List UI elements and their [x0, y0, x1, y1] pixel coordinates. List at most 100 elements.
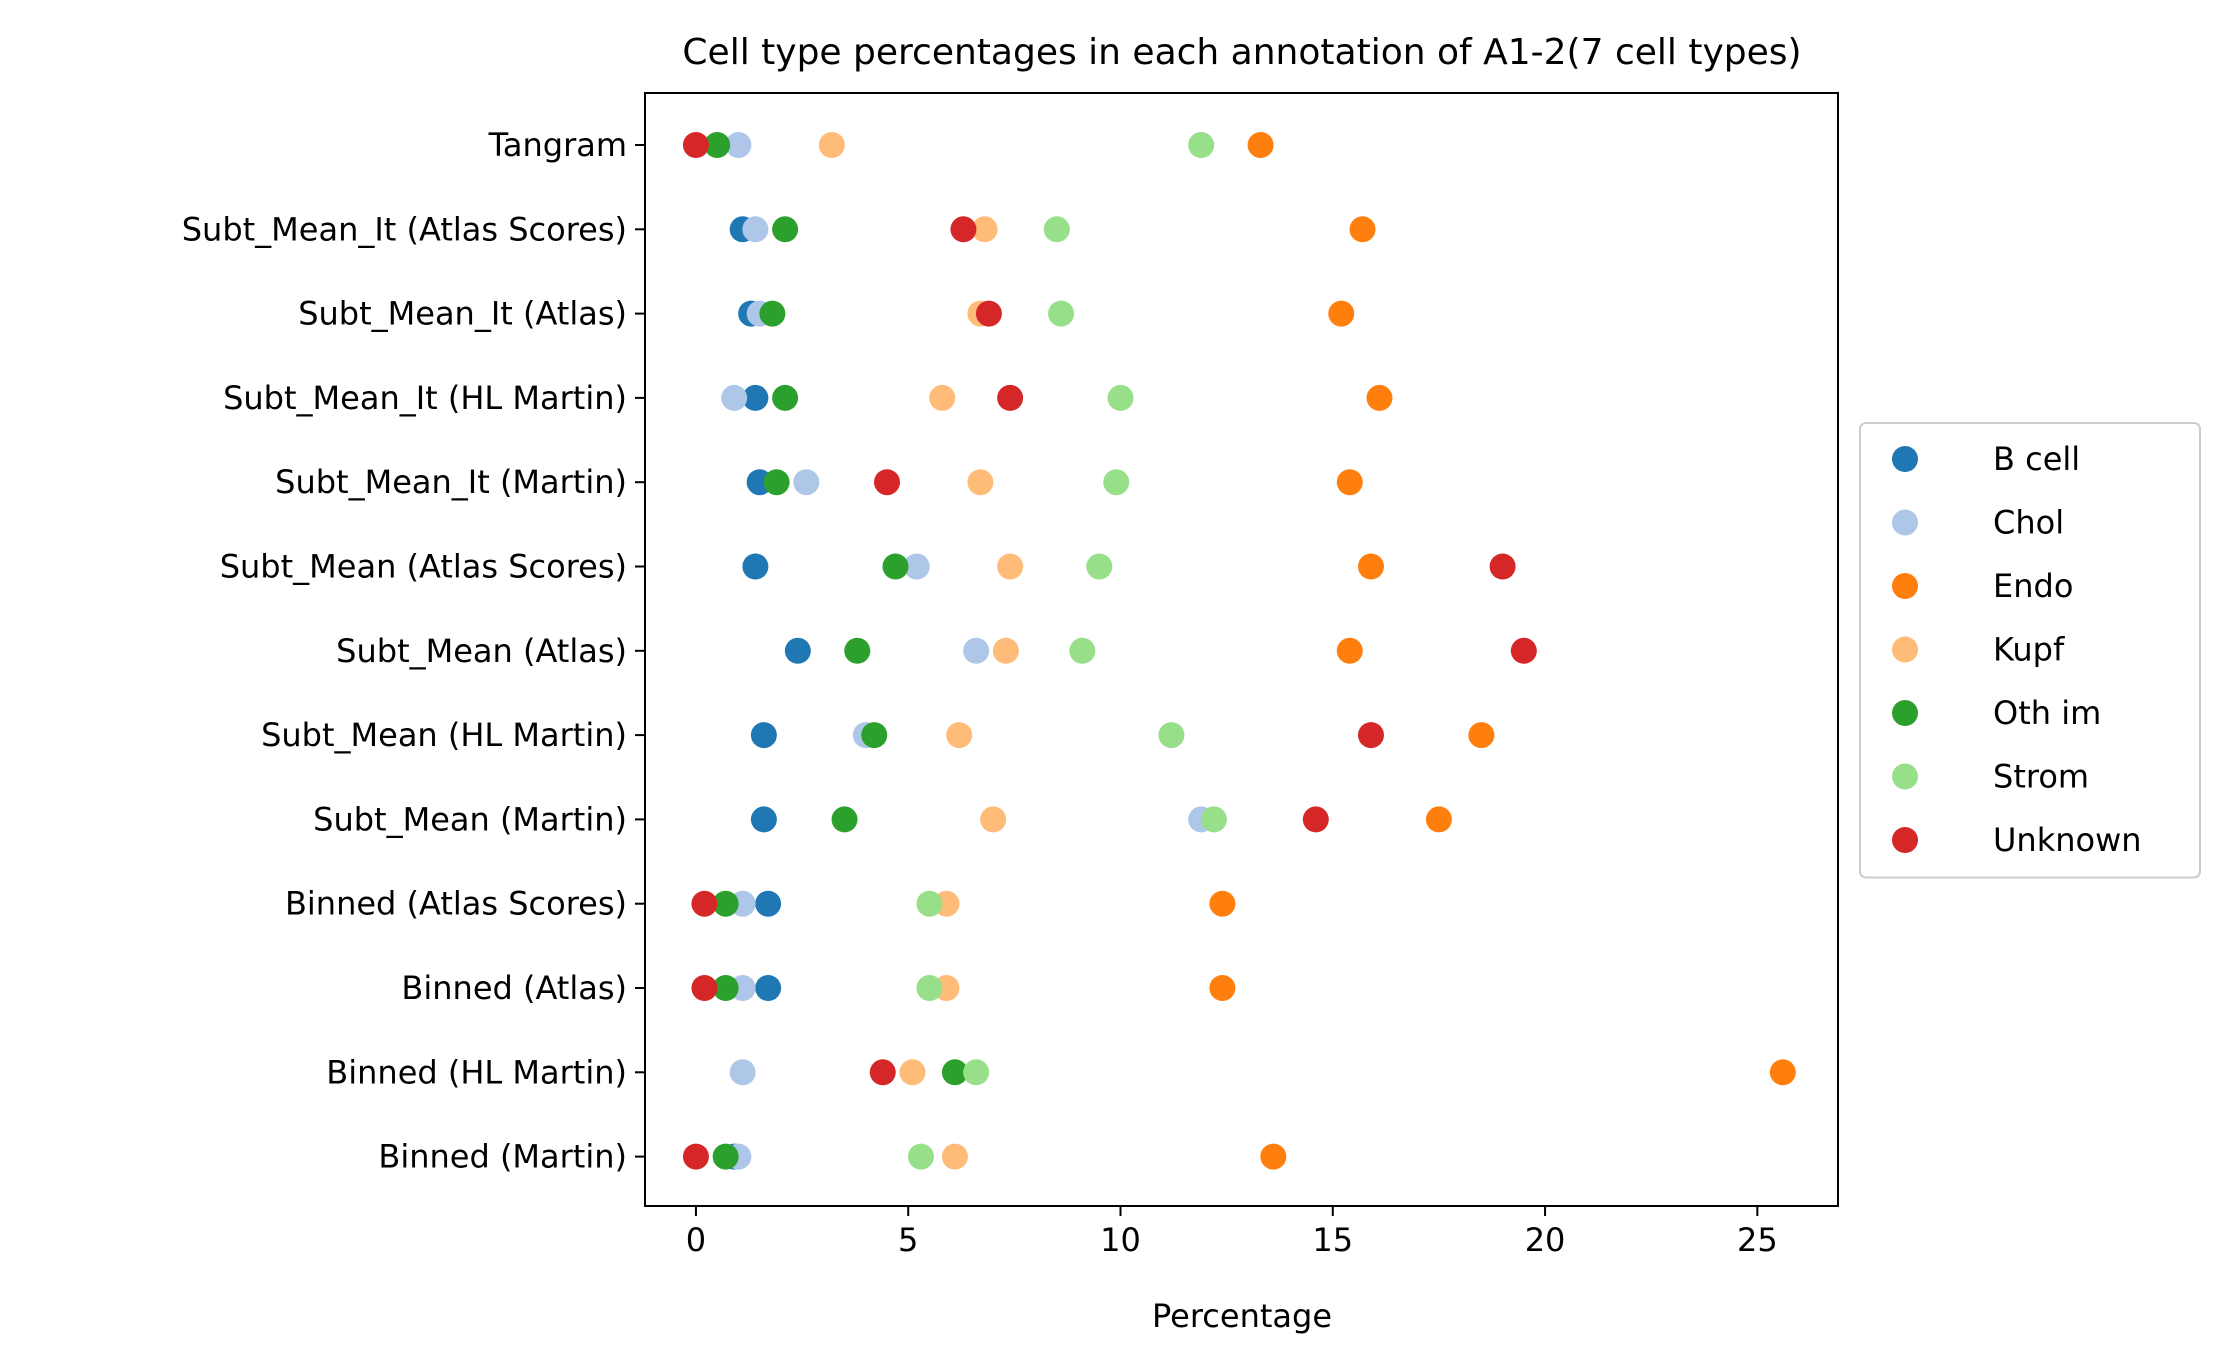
point-strom: [1086, 553, 1113, 580]
legend-marker-b-cell: [1892, 446, 1918, 472]
legend-marker-strom: [1892, 763, 1918, 790]
point-endo: [1209, 975, 1236, 1001]
legend-marker-oth-im: [1892, 700, 1918, 726]
point-b-cell: [742, 553, 769, 580]
legend-label: B cell: [1993, 440, 2080, 478]
legend-label: Oth im: [1993, 694, 2101, 732]
y-tick-label: Subt_Mean (Martin): [313, 800, 627, 838]
point-unknown: [975, 300, 1002, 327]
point-oth-im: [712, 1143, 739, 1170]
point-oth-im: [712, 890, 739, 917]
x-tick-label: 15: [1312, 1221, 1353, 1259]
point-unknown: [1489, 553, 1516, 580]
point-unknown: [1302, 806, 1329, 833]
legend-frame: [1859, 422, 2201, 879]
point-chol: [793, 469, 820, 496]
point-chol: [963, 637, 990, 664]
point-strom: [1188, 132, 1215, 158]
plot-area-frame: [644, 92, 1839, 1207]
point-endo: [1336, 469, 1363, 496]
point-endo: [1468, 722, 1495, 749]
point-oth-im: [882, 553, 909, 580]
point-kupf: [971, 216, 998, 243]
point-endo: [1209, 890, 1236, 917]
data-points: [682, 132, 1796, 1170]
point-oth-im: [844, 637, 871, 664]
point-endo: [1366, 384, 1393, 411]
y-tick-label: Subt_Mean_It (Martin): [275, 463, 627, 501]
point-chol: [903, 553, 930, 580]
point-strom: [916, 975, 943, 1001]
point-kupf: [997, 553, 1024, 580]
point-b-cell: [750, 722, 777, 749]
x-axis-label: Percentage: [1152, 1297, 1332, 1335]
legend: B cell Chol Endo Kupf Oth im Strom Unknown: [1859, 422, 2201, 879]
point-strom: [1158, 722, 1185, 749]
y-tick-label: Subt_Mean (Atlas): [336, 632, 627, 670]
x-tick-label: 25: [1737, 1221, 1778, 1259]
point-unknown: [997, 384, 1024, 411]
point-endo: [1425, 806, 1452, 833]
point-kupf: [818, 132, 845, 158]
y-tick-label: Subt_Mean_It (Atlas): [298, 295, 627, 333]
point-b-cell: [755, 975, 782, 1001]
point-unknown: [873, 469, 900, 496]
point-endo: [1349, 216, 1376, 243]
legend-label: Chol: [1993, 504, 2064, 542]
point-unknown: [691, 890, 718, 917]
legend-marker-kupf: [1892, 636, 1918, 663]
x-tick-label: 20: [1525, 1221, 1566, 1259]
point-strom: [1043, 216, 1070, 243]
point-strom: [1200, 806, 1227, 833]
point-strom: [1069, 637, 1096, 664]
point-kupf: [941, 1143, 968, 1170]
y-tick-label: Binned (Martin): [378, 1138, 627, 1176]
point-chol: [742, 216, 769, 243]
legend-label: Kupf: [1993, 631, 2065, 669]
point-oth-im: [831, 806, 858, 833]
legend-marker-unknown: [1892, 827, 1918, 853]
legend-marker-chol: [1892, 509, 1918, 536]
point-unknown: [682, 1143, 709, 1170]
y-tick-label: Tangram: [488, 126, 627, 164]
legend-label: Endo: [1993, 567, 2073, 605]
point-chol: [729, 1059, 756, 1086]
point-oth-im: [861, 722, 888, 749]
point-endo: [1247, 132, 1274, 158]
point-unknown: [869, 1059, 896, 1086]
y-tick-label: Subt_Mean (Atlas Scores): [220, 548, 627, 586]
point-endo: [1769, 1059, 1796, 1086]
point-strom: [963, 1059, 990, 1086]
x-axis: 0 5 10 15 20 25: [686, 1206, 1778, 1259]
y-tick-label: Subt_Mean (HL Martin): [261, 716, 627, 754]
point-unknown: [691, 975, 718, 1001]
chart-title: Cell type percentages in each annotation…: [682, 32, 1801, 73]
point-unknown: [1357, 722, 1384, 749]
point-strom: [1107, 384, 1134, 411]
point-endo: [1357, 553, 1384, 580]
x-tick-label: 0: [686, 1221, 706, 1259]
point-oth-im: [941, 1059, 968, 1086]
point-strom: [1048, 300, 1075, 327]
point-unknown: [1510, 637, 1537, 664]
y-tick-label: Binned (Atlas Scores): [285, 885, 627, 923]
point-endo: [1260, 1143, 1287, 1170]
point-strom: [907, 1143, 934, 1170]
point-oth-im: [704, 132, 731, 158]
legend-label: Unknown: [1993, 821, 2142, 859]
x-tick-label: 5: [898, 1221, 918, 1259]
point-endo: [1336, 637, 1363, 664]
y-tick-label: Subt_Mean_It (Atlas Scores): [182, 210, 627, 248]
point-chol: [725, 132, 752, 158]
point-kupf: [980, 806, 1007, 833]
point-oth-im: [763, 469, 790, 496]
point-b-cell: [784, 637, 811, 664]
point-kupf: [946, 722, 973, 749]
y-axis: Tangram Subt_Mean_It (Atlas Scores) Subt_M…: [182, 126, 645, 1176]
legend-marker-endo: [1892, 573, 1918, 599]
point-b-cell: [742, 384, 769, 411]
point-kupf: [992, 637, 1019, 664]
point-b-cell: [755, 890, 782, 917]
